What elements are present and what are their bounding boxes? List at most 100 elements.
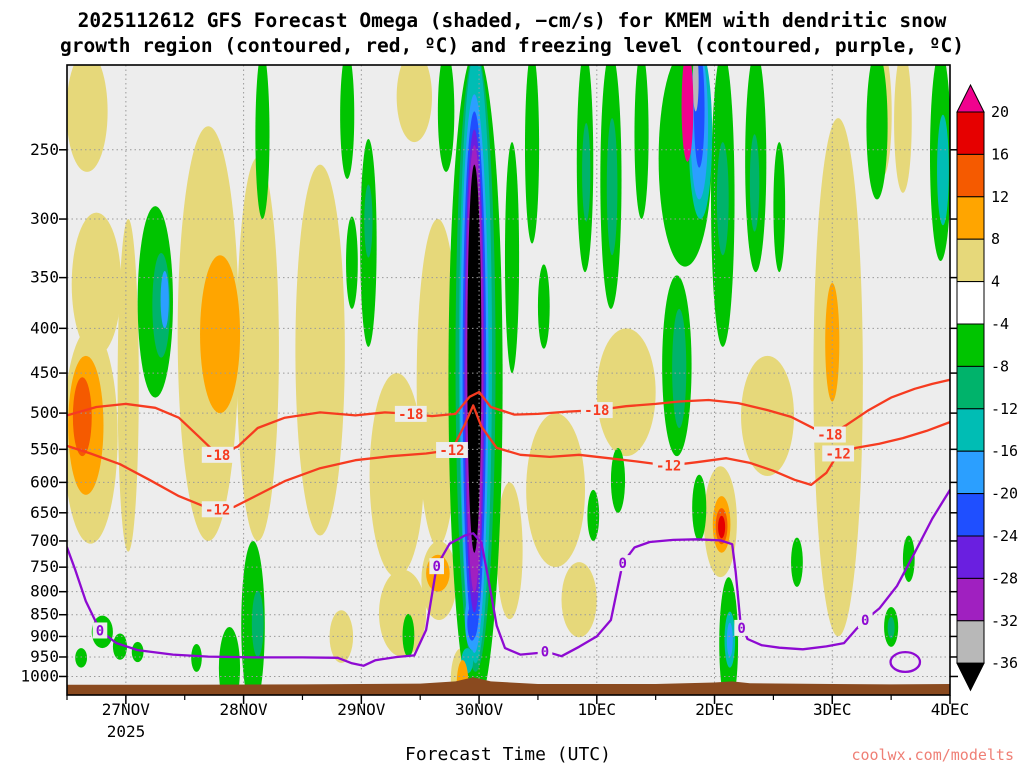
shaded-cell [741, 355, 795, 477]
x-axis-title: Forecast Time (UTC) [405, 744, 611, 765]
x-tick-label: 3DEC [813, 700, 852, 719]
shaded-cell [75, 648, 88, 668]
contour-label-box [652, 457, 685, 474]
y-tick-label: 950 [30, 647, 59, 666]
colorbar-label: 16 [991, 145, 1009, 163]
shaded-cell [813, 118, 863, 637]
colorbar-cell [956, 238, 985, 283]
colorbar-cell [956, 577, 985, 622]
contour-label-box [394, 405, 427, 422]
shaded-cell [67, 65, 108, 172]
shaded-cell [692, 474, 707, 541]
y-tick-label: 1000 [20, 666, 59, 685]
colorbar-label: -16 [991, 442, 1018, 460]
colorbar-label: 20 [991, 103, 1009, 121]
contour-label: -12 [826, 446, 851, 462]
contour-label: 0 [541, 644, 549, 660]
shaded-cell [364, 184, 373, 258]
y-tick-label: 750 [30, 557, 59, 576]
chart-title-line1: 2025112612 GFS Forecast Omega (shaded, −… [78, 9, 947, 32]
y-tick-label: 850 [30, 605, 59, 624]
colorbar-label: -12 [991, 400, 1018, 418]
contour-label-box [201, 501, 234, 518]
colorbar-cell [956, 450, 985, 495]
contour-label: -18 [817, 428, 842, 444]
shaded-cell [773, 142, 786, 273]
colorbar-cell [956, 111, 985, 155]
colorbar-label: -20 [991, 485, 1018, 503]
colorbar: 20 16 12 8 4 -4 -8 -12 -16 -20 -24 -28 -32 -36 [956, 83, 1018, 692]
shaded-cell [692, 65, 699, 112]
shaded-cell [561, 562, 597, 638]
shaded-cell [937, 114, 949, 226]
colorbar-triangle-top [956, 83, 985, 113]
shaded-cell [716, 142, 729, 256]
x-tick-label: 27NOV [102, 700, 151, 719]
shaded-cell [634, 65, 649, 220]
y-tick-label: 650 [30, 503, 59, 522]
contour-label: 0 [618, 556, 626, 572]
shaded-cell [582, 123, 591, 222]
shaded-cell [251, 590, 264, 657]
contour-label-box [734, 619, 749, 636]
shaded-cell [72, 377, 92, 457]
y-tick-label: 450 [30, 363, 59, 382]
colorbar-cell [956, 196, 985, 240]
contour-label-box [201, 446, 234, 463]
colorbar-cell [956, 365, 985, 410]
shaded-cell [396, 65, 432, 143]
shaded-cell [295, 164, 345, 536]
year-label: 2025 [107, 722, 146, 741]
contour-label-box [92, 622, 108, 639]
contour-label-box [580, 402, 613, 419]
colorbar-label: 4 [991, 273, 1000, 291]
shaded-cell [467, 164, 482, 553]
shaded-cell [402, 613, 415, 657]
contour-label: 0 [432, 559, 440, 575]
y-tick-label: 900 [30, 626, 59, 645]
y-tick-label: 350 [30, 268, 59, 287]
watermark-link[interactable]: coolwx.com/modelts [851, 746, 1014, 764]
y-tick-label: 600 [30, 472, 59, 491]
contour-label: -12 [656, 459, 681, 475]
shaded-cell [610, 447, 626, 513]
colorbar-label: -4 [991, 315, 1009, 333]
colorbar-label: -24 [991, 527, 1018, 545]
colorbar-cell [956, 493, 985, 537]
shaded-cell [236, 157, 279, 541]
colorbar-cell [956, 153, 985, 198]
contour-label-box [436, 442, 468, 459]
shaded-cell [681, 65, 694, 162]
shaded-cell [200, 255, 241, 414]
shaded-cell [749, 134, 760, 232]
x-tick-label: 1DEC [578, 700, 617, 719]
y-tick-label: 250 [30, 140, 59, 159]
shaded-cell [902, 535, 915, 583]
shaded-cell [191, 643, 202, 672]
shaded-cell [526, 413, 586, 568]
colorbar-label: -36 [991, 654, 1018, 672]
y-tick-label: 400 [30, 318, 59, 337]
plot-area: -18 -18 -18 -18 -12 -12 -12 -12 0 0 0 0 0 0 [67, 65, 950, 695]
contour-label: 0 [861, 613, 869, 629]
shaded-cell [112, 633, 128, 660]
y-tick-label: 800 [30, 582, 59, 601]
shaded-cell [346, 216, 358, 309]
contour-label-box [814, 426, 846, 443]
plot-frame [66, 64, 951, 696]
contour-label: 0 [737, 621, 745, 637]
shaded-cell [894, 65, 912, 193]
colorbar-cell [956, 620, 985, 664]
chart-title-line2: growth region (contoured, red, ºC) and f… [60, 34, 964, 57]
shaded-cell [369, 373, 424, 578]
shaded-cell [887, 616, 895, 639]
shaded-cell [160, 271, 169, 329]
colorbar-cell [956, 535, 985, 579]
shaded-cell [596, 328, 656, 457]
contour-label: 0 [96, 623, 104, 639]
colorbar-label: -32 [991, 612, 1018, 630]
contour-label-box [537, 643, 553, 660]
shaded-cell [467, 604, 477, 641]
